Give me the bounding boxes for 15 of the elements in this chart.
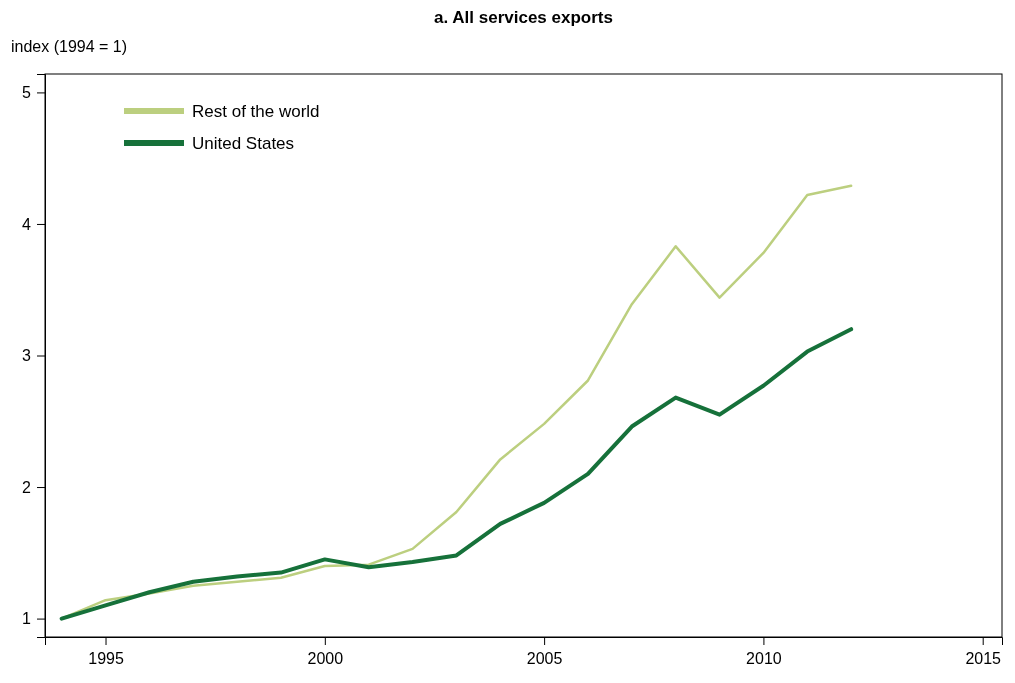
line-series xyxy=(59,327,854,621)
x-tick-label: 2005 xyxy=(526,650,563,668)
legend-label: United States xyxy=(192,134,295,153)
y-tick-label: 1 xyxy=(22,610,32,628)
x-tick-label: 2015 xyxy=(965,650,1002,668)
x-tick-label: 2010 xyxy=(746,650,782,668)
x-tick-label: 1995 xyxy=(88,650,124,668)
y-axis-title: index (1994 = 1) xyxy=(11,38,128,55)
chart-title: a. All services exports xyxy=(434,8,613,27)
x-tick-label: 2000 xyxy=(307,650,344,668)
y-tick-label: 5 xyxy=(22,84,32,102)
y-tick-label: 3 xyxy=(22,347,32,365)
y-tick-label: 4 xyxy=(22,215,32,233)
legend-label: Rest of the world xyxy=(192,102,320,121)
y-tick-label: 2 xyxy=(22,478,32,496)
